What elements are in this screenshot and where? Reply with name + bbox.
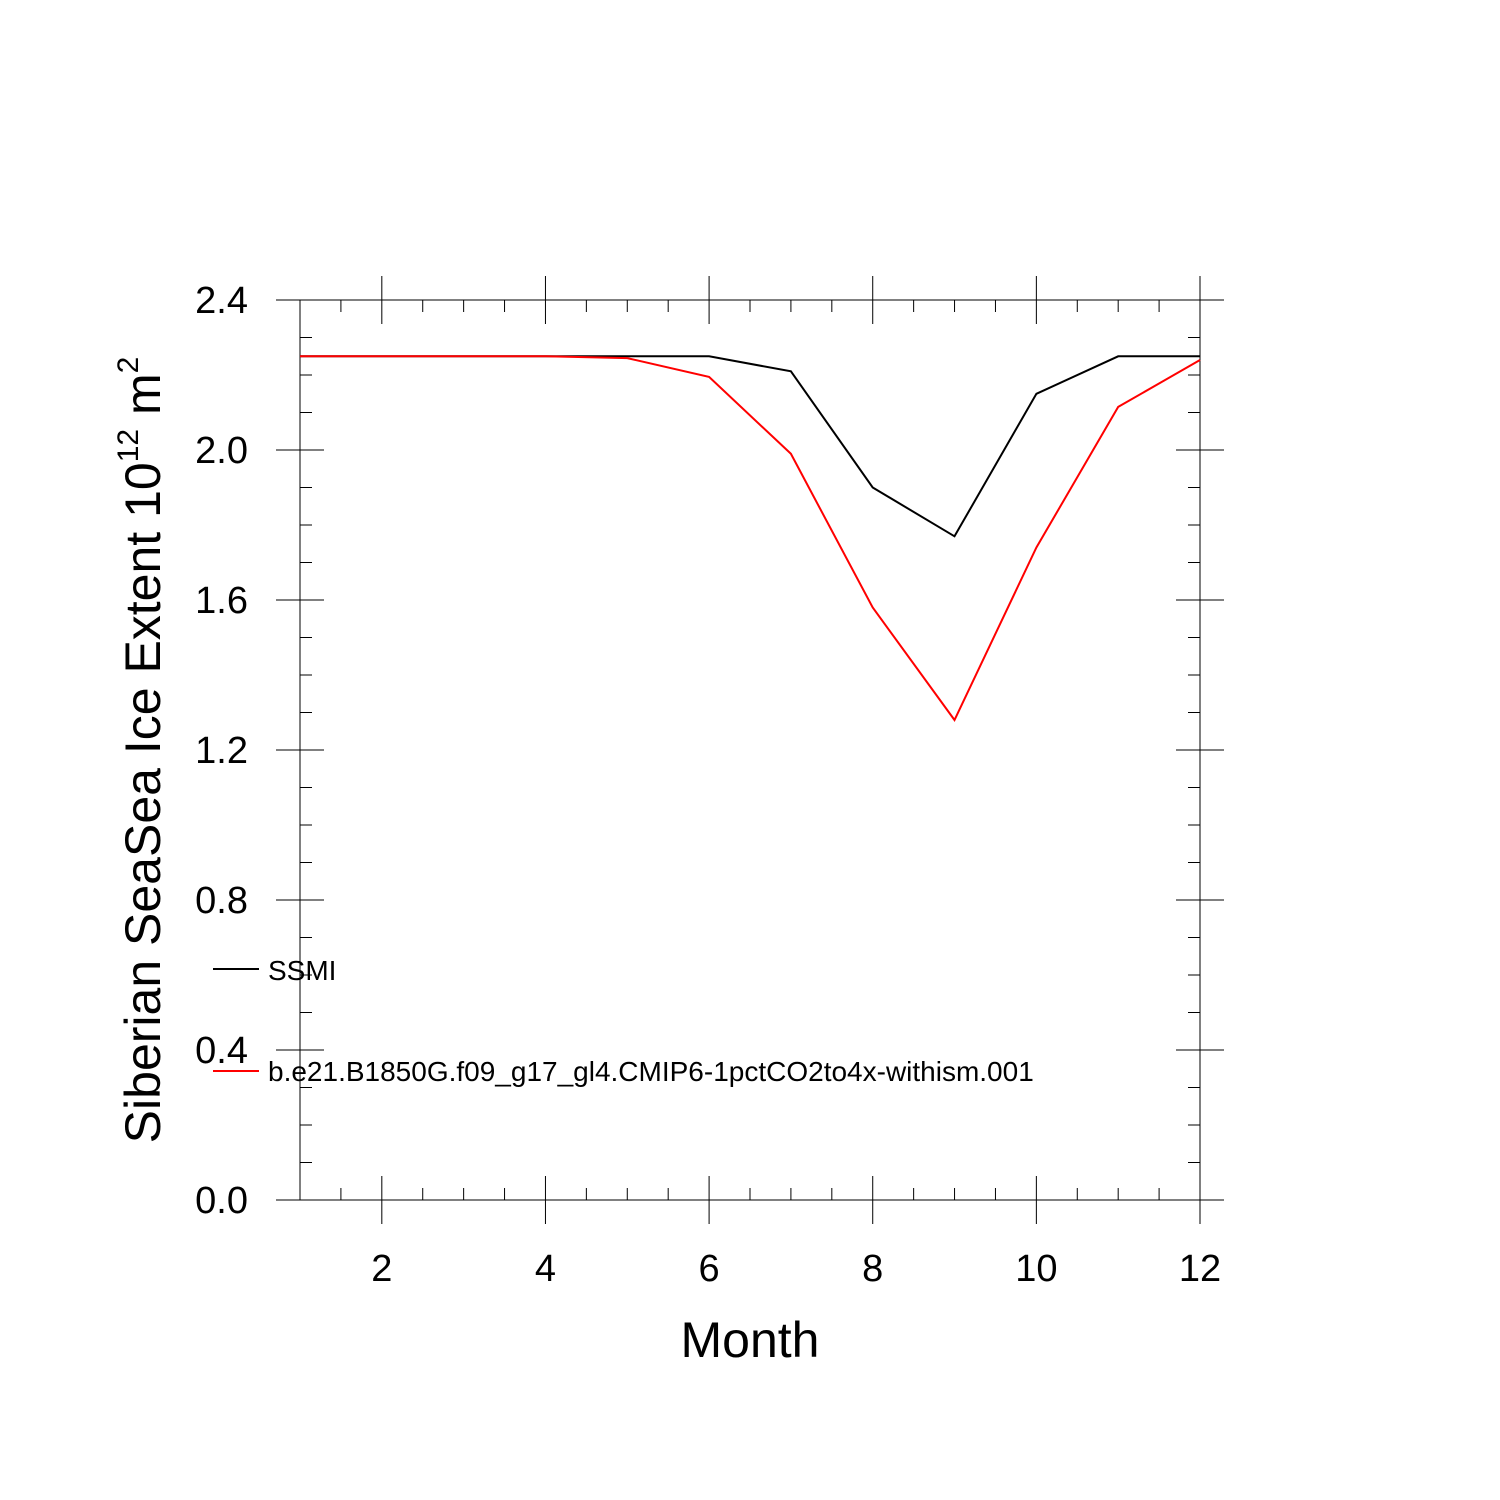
y-tick-label: 1.2 bbox=[195, 730, 248, 772]
series-lines bbox=[300, 355, 1201, 722]
y-axis-label-exponent: 12 bbox=[112, 429, 145, 462]
y-axis-label-unit-exponent: 2 bbox=[112, 357, 145, 374]
x-axis-label: Month bbox=[681, 1312, 820, 1368]
y-tick-label: 2.4 bbox=[195, 280, 248, 322]
series-line-1 bbox=[300, 355, 1201, 722]
y-axis-label-text: Siberian SeaSea Ice Extent 10 bbox=[115, 462, 171, 1143]
x-tick-label: 8 bbox=[862, 1248, 883, 1290]
y-tick-labels: 0.0 0.4 0.8 1.2 1.6 2.0 2.4 bbox=[195, 280, 248, 1222]
y-tick-label: 0.0 bbox=[195, 1180, 248, 1222]
x-tick-label: 6 bbox=[699, 1248, 720, 1290]
x-tick-labels: 2 4 6 8 10 12 bbox=[371, 1248, 1221, 1290]
axis-ticks bbox=[276, 276, 1224, 1224]
legend: SSMI b.e21.B1850G.f09_g17_gl4.CMIP6-1pct… bbox=[213, 955, 1034, 1087]
legend-label-ssmi: SSMI bbox=[268, 955, 336, 986]
y-tick-label: 0.4 bbox=[195, 1030, 248, 1072]
y-tick-label: 1.6 bbox=[195, 580, 248, 622]
y-axis-label-unit: m bbox=[115, 373, 171, 429]
x-tick-label: 4 bbox=[535, 1248, 556, 1290]
x-tick-label: 2 bbox=[371, 1248, 392, 1290]
legend-label-model: b.e21.B1850G.f09_g17_gl4.CMIP6-1pctCO2to… bbox=[268, 1056, 1034, 1087]
y-tick-label: 0.8 bbox=[195, 880, 248, 922]
y-axis-label: Siberian SeaSea Ice Extent 1012 m2 bbox=[112, 357, 171, 1144]
x-tick-label: 10 bbox=[1015, 1248, 1057, 1290]
series-line-0 bbox=[300, 355, 1200, 538]
x-tick-label: 12 bbox=[1179, 1248, 1221, 1290]
y-tick-label: 2.0 bbox=[195, 430, 248, 472]
